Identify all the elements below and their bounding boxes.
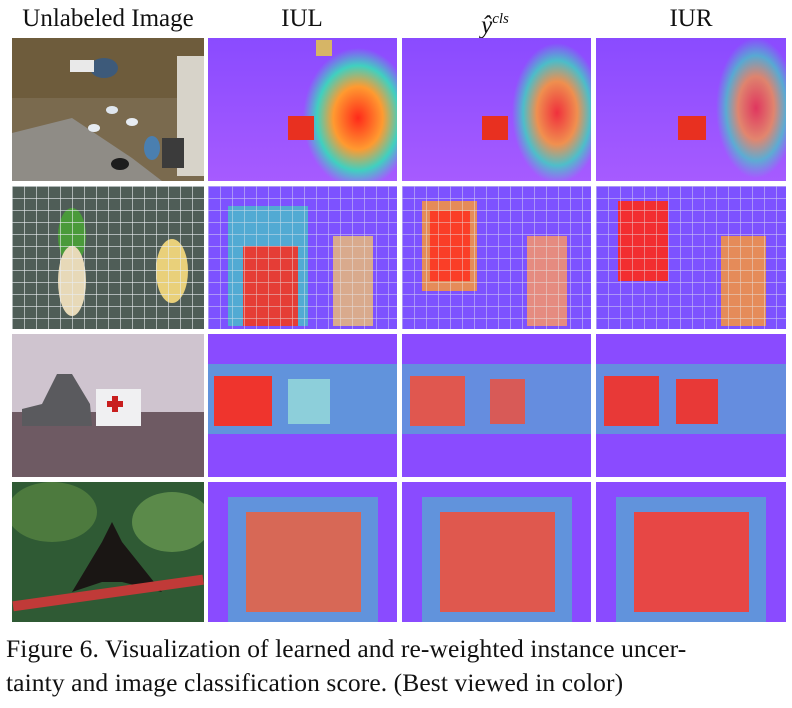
iul-heatmap-parrots-cage	[208, 186, 397, 329]
column-header-unlabeled-image: Unlabeled Image	[22, 5, 194, 32]
ycls-heatmap-cormorant	[402, 482, 591, 622]
ycls-heatmap-ships-harbor	[402, 334, 591, 477]
caption-line-2: tainty and image classification score. (…	[6, 668, 624, 697]
iur-heatmap-cormorant	[596, 482, 786, 622]
iur-heatmap-parrots-cage	[596, 186, 786, 329]
unlabeled-image-cat-yard	[12, 38, 204, 181]
unlabeled-image-cormorant	[12, 482, 204, 622]
column-header-yhat-cls: ŷcls	[481, 11, 509, 39]
iul-heatmap-cat-yard	[208, 38, 397, 181]
caption-line-1: Figure 6. Visualization of learned and r…	[6, 634, 687, 663]
ycls-heatmap-cat-yard	[402, 38, 591, 181]
iur-heatmap-cat-yard	[596, 38, 786, 181]
column-header-iul: IUL	[281, 5, 323, 32]
iur-heatmap-ships-harbor	[596, 334, 786, 477]
ycls-heatmap-parrots-cage	[402, 186, 591, 329]
column-header-iur: IUR	[669, 5, 713, 32]
unlabeled-image-ships-harbor	[12, 334, 204, 477]
unlabeled-image-parrots-cage	[12, 186, 204, 329]
iul-heatmap-ships-harbor	[208, 334, 397, 477]
figure-caption: Figure 6. Visualization of learned and r…	[6, 632, 788, 700]
iul-heatmap-cormorant	[208, 482, 397, 622]
